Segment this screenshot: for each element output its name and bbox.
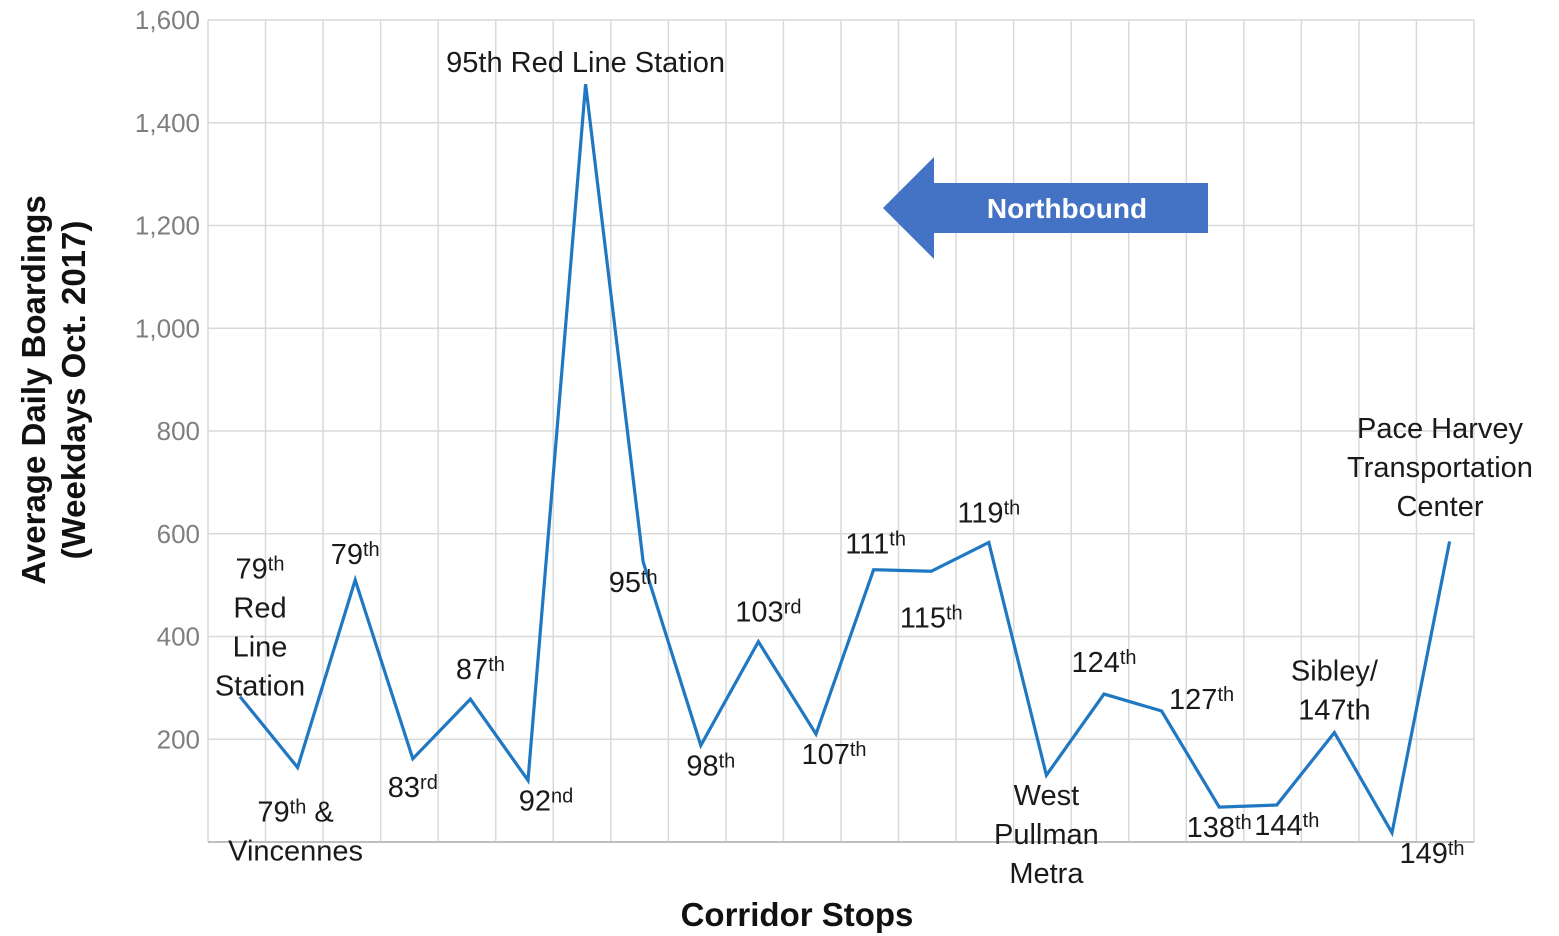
- stop-label: Sibley/: [1291, 656, 1379, 688]
- stop-label: 92nd: [519, 785, 574, 817]
- stop-label: 119th: [957, 497, 1020, 529]
- stop-label: 127th: [1169, 684, 1234, 716]
- northbound-label: Northbound: [987, 193, 1147, 224]
- stop-labels: 79th Red Line Station 79th & Vincennes 79th 83r…: [215, 47, 1533, 890]
- stop-label: 124th: [1071, 647, 1136, 679]
- stop-label: 103rd: [735, 597, 801, 629]
- left-arrow-icon: [883, 157, 1208, 259]
- stop-label: Center: [1396, 491, 1483, 523]
- y-tick-label: 1,200: [135, 211, 200, 241]
- stop-label: 107th: [801, 739, 866, 771]
- stop-label: 98th: [686, 750, 735, 782]
- stop-label: 87th: [456, 654, 505, 686]
- stop-label: West: [1014, 780, 1080, 812]
- stop-label: Pace Harvey: [1357, 413, 1524, 445]
- stop-label: 138th: [1187, 812, 1252, 844]
- stop-label: 83rd: [388, 772, 438, 804]
- y-axis-tick-labels: 200 400 600 800 1,000 1,200 1,400 1,600: [135, 5, 200, 754]
- stop-label: Pullman: [994, 819, 1099, 851]
- stop-label: 79th: [331, 539, 380, 571]
- y-tick-label: 1,000: [135, 313, 200, 343]
- stop-label: 144th: [1254, 810, 1319, 842]
- y-tick-label: 1,600: [135, 5, 200, 35]
- y-tick-label: 600: [157, 519, 200, 549]
- stop-label: 79th: [236, 554, 285, 586]
- stop-label: Station: [215, 671, 305, 703]
- boardings-series-line: [238, 84, 1452, 838]
- stop-label: 147th: [1298, 695, 1371, 727]
- stop-label: 111th: [845, 529, 906, 561]
- stop-label: 79th &: [257, 797, 333, 829]
- y-axis-title: Average Daily Boardings (Weekdays Oct. 2…: [15, 195, 92, 584]
- stop-label: 95th: [609, 567, 658, 599]
- y-tick-label: 800: [157, 416, 200, 446]
- stop-label: 149th: [1399, 838, 1464, 870]
- grid-lines: [207, 19, 1475, 842]
- y-tick-label: 200: [157, 724, 200, 754]
- y-axis-title-line-2: (Weekdays Oct. 2017): [55, 221, 92, 560]
- stop-label: Metra: [1009, 858, 1084, 890]
- y-tick-label: 400: [157, 622, 200, 652]
- stop-label: 95th Red Line Station: [446, 47, 725, 79]
- stop-label: 115th: [900, 602, 963, 634]
- northbound-arrow: Northbound: [883, 157, 1208, 259]
- y-tick-label: 1,400: [135, 108, 200, 138]
- stop-label: Vincennes: [228, 836, 363, 868]
- stop-label: Red: [233, 593, 286, 625]
- stop-label: Transportation: [1347, 452, 1533, 484]
- x-axis-title: Corridor Stops: [681, 896, 914, 933]
- stop-label: Line: [233, 632, 288, 664]
- y-axis-title-line-1: Average Daily Boardings: [15, 195, 52, 584]
